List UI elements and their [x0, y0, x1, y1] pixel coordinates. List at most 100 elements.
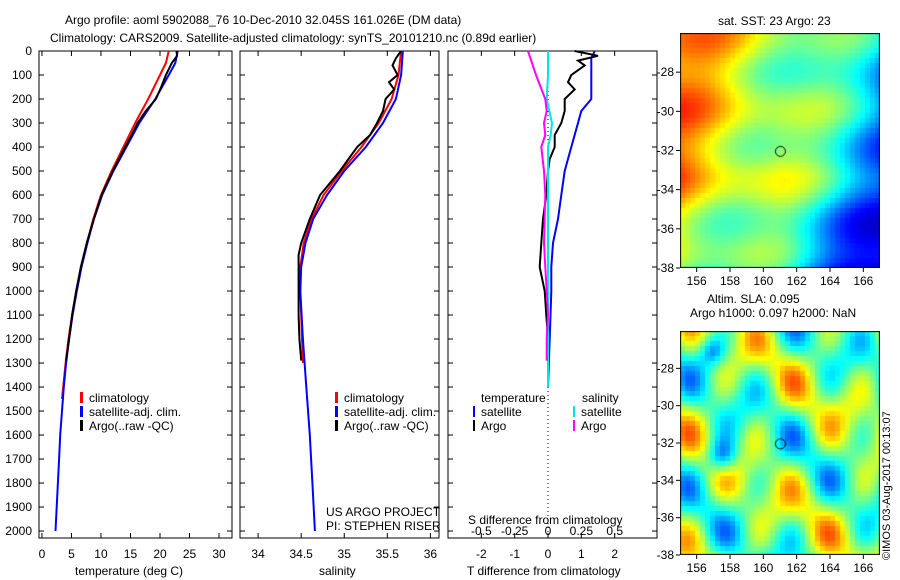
legend-s-satellite: satellite — [573, 405, 622, 419]
s-diff-tick-label: 0.5 — [606, 524, 623, 538]
x-tick-label: 35.5 — [376, 547, 400, 561]
map-lon-label: 164 — [820, 561, 840, 575]
copyright-label: ©IMOS 03-Aug-2017 00:13:07 — [881, 411, 893, 560]
depth-tick-label: 1200 — [5, 332, 32, 346]
legend-satellite-1: satellite-adj. clim. — [80, 405, 181, 419]
legend-argo-1: Argo(..raw -QC) — [80, 419, 174, 433]
map-lon-label: 156 — [687, 274, 707, 288]
depth-tick-label: 1900 — [5, 500, 32, 514]
sst-map-image — [680, 33, 880, 268]
x-tick-label: -2 — [476, 547, 487, 561]
legend-swatch — [80, 392, 83, 403]
difference-profile-series-t-satellite — [547, 50, 596, 388]
legend-climatology-1: climatology — [80, 391, 149, 405]
salinity-profile-series-argo — [297, 50, 402, 361]
t-diff-xlabel: T difference from climatology — [467, 564, 621, 578]
legend-swatch — [573, 406, 575, 417]
legend-label: Argo — [581, 419, 607, 433]
depth-tick-label: 900 — [12, 260, 32, 274]
x-tick-label: 0 — [545, 547, 552, 561]
map-lon-label: 160 — [753, 561, 773, 575]
depth-tick-label: 1600 — [5, 428, 32, 442]
map-lat-label: -36 — [657, 511, 675, 525]
map-lat-label: -30 — [657, 399, 675, 413]
x-tick-label: -1 — [509, 547, 520, 561]
legend-swatch — [80, 406, 83, 417]
legend-label: climatology — [344, 391, 405, 405]
map-lon-label: 158 — [720, 274, 740, 288]
salinity-profile-series-satellite-adj-clim- — [299, 50, 404, 532]
depth-tick-label: 0 — [25, 44, 32, 58]
x-tick-label: 15 — [124, 547, 138, 561]
x-tick-label: 5 — [68, 547, 75, 561]
map-lat-label: -30 — [657, 104, 675, 118]
legend-satellite-2: satellite-adj. clim. — [335, 405, 436, 419]
difference-profile-series-s-satellite — [545, 51, 554, 387]
x-tick-label: 0 — [39, 547, 46, 561]
x-tick-label: 36 — [424, 547, 438, 561]
x-tick-label: 30 — [212, 547, 226, 561]
legend-label: Argo(..raw -QC) — [344, 419, 429, 433]
depth-tick-label: 300 — [12, 116, 32, 130]
x-tick-label: 20 — [153, 547, 167, 561]
legend-salinity-title: salinity — [582, 391, 619, 405]
depth-tick-label: 1100 — [6, 308, 32, 322]
map-lat-label: -32 — [657, 436, 675, 450]
s-diff-tick-label: -0.5 — [471, 524, 492, 538]
map-lat-label: -38 — [657, 548, 675, 562]
legend-label: satellite — [581, 405, 622, 419]
legend-label: Argo(..raw -QC) — [89, 419, 174, 433]
legend-swatch — [80, 420, 83, 431]
legend-swatch — [335, 406, 338, 417]
map-lat-label: -36 — [657, 222, 675, 236]
s-diff-tick-label: 0.25 — [570, 524, 594, 538]
legend-swatch — [473, 420, 475, 431]
x-tick-label: 34 — [251, 547, 265, 561]
temperature-profile-series-argo — [65, 50, 179, 361]
depth-tick-label: 600 — [12, 188, 32, 202]
map-lon-label: 166 — [853, 274, 873, 288]
legend-swatch — [473, 406, 475, 417]
depth-tick-label: 1700 — [5, 452, 32, 466]
map-lon-label: 162 — [787, 561, 807, 575]
map-lat-label: -28 — [657, 361, 675, 375]
map-lon-label: 156 — [687, 561, 707, 575]
legend-t-satellite: satellite — [473, 405, 522, 419]
salinity-xlabel: salinity — [319, 564, 356, 578]
map-lon-label: 162 — [787, 274, 807, 288]
legend-swatch — [573, 420, 575, 431]
map-lat-label: -28 — [657, 65, 675, 79]
sla-map-title-line2: Argo h1000: 0.097 h2000: NaN — [690, 306, 857, 320]
legend-temperature-title: temperature — [481, 391, 546, 405]
depth-tick-label: 1400 — [5, 380, 32, 394]
project-label: US ARGO PROJECT — [326, 505, 441, 519]
depth-tick-label: 1800 — [5, 476, 32, 490]
temperature-profile-series-satellite-adj-clim- — [54, 50, 179, 532]
depth-tick-label: 1300 — [5, 356, 32, 370]
x-tick-label: 25 — [183, 547, 197, 561]
pi-label: PI: STEPHEN RISER — [326, 519, 441, 533]
x-tick-label: 35 — [338, 547, 352, 561]
sst-map-title: sat. SST: 23 Argo: 23 — [718, 14, 831, 28]
s-diff-tick-label: -0.25 — [501, 524, 529, 538]
figure-title-line1: Argo profile: aoml 5902088_76 10-Dec-201… — [65, 13, 462, 27]
difference-profile-series-s-argo — [527, 50, 550, 361]
x-tick-label: 1 — [578, 547, 585, 561]
x-tick-label: 10 — [94, 547, 108, 561]
map-lon-label: 166 — [853, 561, 873, 575]
depth-tick-label: 1500 — [5, 404, 32, 418]
sla-map-image — [680, 331, 880, 555]
depth-tick-label: 100 — [12, 68, 32, 82]
temperature-xlabel: temperature (deg C) — [75, 564, 184, 578]
temperature-profile-axes-box — [38, 50, 233, 539]
legend-label: Argo — [481, 419, 507, 433]
depth-tick-label: 400 — [12, 140, 32, 154]
legend-swatch — [335, 392, 338, 403]
map-lat-label: -34 — [657, 183, 675, 197]
legend-swatch — [335, 420, 338, 431]
s-diff-xlabel: S difference from climatology — [468, 513, 623, 527]
map-lat-label: -38 — [657, 261, 675, 275]
salinity-profile-axes-box — [239, 50, 440, 539]
map-lon-label: 164 — [820, 274, 840, 288]
